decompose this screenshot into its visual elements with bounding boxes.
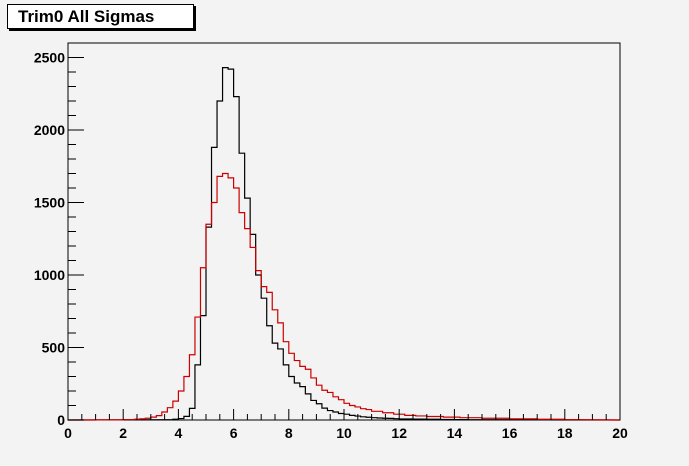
x-tick-label: 8 (285, 425, 293, 441)
x-tick-label: 10 (336, 425, 352, 441)
x-tick-label: 0 (64, 425, 72, 441)
chart-title: Trim0 All Sigmas (7, 4, 194, 29)
x-tick-label: 14 (447, 425, 463, 441)
y-tick-label: 2000 (34, 122, 65, 138)
x-tick-label: 20 (612, 425, 628, 441)
histogram-series-2 (68, 172, 621, 421)
y-tick-label: 1000 (34, 267, 65, 283)
x-tick-label: 18 (557, 425, 573, 441)
x-tick-label: 6 (230, 425, 238, 441)
y-tick-label: 0 (57, 412, 65, 428)
x-tick-label: 4 (175, 425, 183, 441)
axis-layer: 0 2 4 6 8 10 12 14 16 18 20 0 500 1000 1500 2000 2500 (34, 42, 628, 441)
x-tick-label: 16 (502, 425, 518, 441)
x-tick-label: 2 (119, 425, 127, 441)
x-tick-label: 12 (391, 425, 407, 441)
plot-frame (67, 42, 621, 421)
y-tick-label: 1500 (34, 195, 65, 211)
y-tick-label: 2500 (34, 50, 65, 66)
y-tick-label: 500 (42, 340, 66, 356)
